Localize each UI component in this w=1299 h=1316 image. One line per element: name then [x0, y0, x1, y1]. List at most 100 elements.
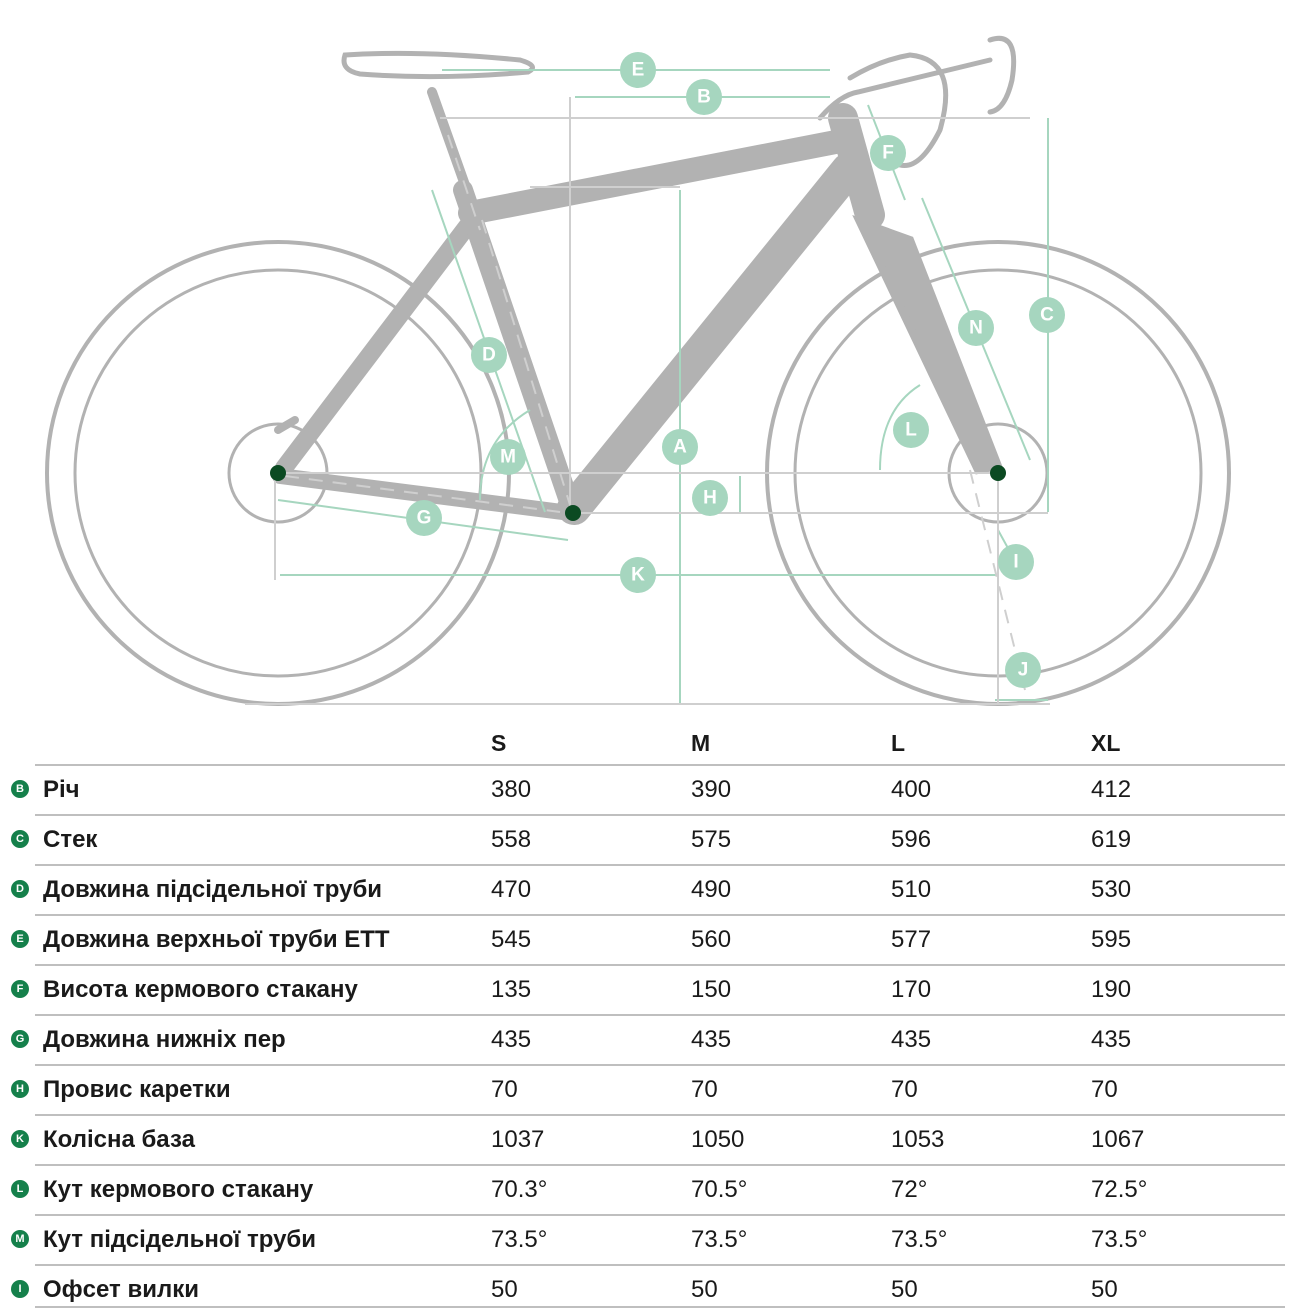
table-row-bb-drop: H Провис каретки 70 70 70 70: [0, 1064, 1299, 1114]
row-marker: D: [11, 880, 29, 898]
badge-n: N: [958, 310, 994, 346]
table-row-effective-top-tube: E Довжина верхньої труби ETT 545 560 577…: [0, 914, 1299, 964]
svg-text:A: A: [673, 437, 687, 458]
badge-f: F: [870, 135, 906, 171]
cell-m: 390: [691, 776, 732, 803]
row-marker: C: [11, 830, 29, 848]
svg-text:L: L: [905, 420, 917, 441]
bike-geometry-diagram: E B F C N D L A M H G I K J: [45, 36, 1231, 706]
cell-s: 470: [491, 876, 532, 903]
row-marker: K: [11, 1130, 29, 1148]
badge-e: E: [620, 52, 656, 88]
svg-text:B: B: [697, 87, 711, 108]
cell-xl: 70: [1091, 1076, 1118, 1103]
badge-k: K: [620, 557, 656, 593]
cell-m: 70: [691, 1076, 718, 1103]
row-label: Провис каретки: [43, 1076, 231, 1103]
cell-m: 575: [691, 826, 732, 853]
cell-s: 50: [491, 1276, 518, 1303]
cell-l: 70: [891, 1076, 918, 1103]
badge-j: J: [1005, 652, 1041, 688]
table-row-seat-tube-angle: M Кут підсідельної труби 73.5° 73.5° 73.…: [0, 1214, 1299, 1264]
row-marker: L: [11, 1180, 29, 1198]
svg-text:J: J: [1018, 660, 1029, 681]
cell-l: 510: [891, 876, 932, 903]
table-row-fork-offset: I Офсет вилки 50 50 50 50: [0, 1264, 1299, 1314]
row-marker: F: [11, 980, 29, 998]
row-marker: I: [11, 1280, 29, 1298]
row-marker: G: [11, 1030, 29, 1048]
badge-g: G: [406, 500, 442, 536]
cell-xl: 73.5°: [1091, 1226, 1148, 1253]
cell-l: 596: [891, 826, 932, 853]
svg-text:N: N: [969, 318, 983, 339]
cell-m: 50: [691, 1276, 718, 1303]
cell-s: 1037: [491, 1126, 545, 1153]
cell-l: 435: [891, 1026, 932, 1053]
row-label: Колісна база: [43, 1126, 195, 1153]
table-bottom-rule: [35, 1306, 1285, 1308]
cell-xl: 595: [1091, 926, 1132, 953]
badge-m: M: [490, 439, 526, 475]
cell-xl: 1067: [1091, 1126, 1145, 1153]
cell-s: 558: [491, 826, 532, 853]
badge-l: L: [893, 412, 929, 448]
row-label: Кут кермового стакану: [43, 1176, 314, 1203]
row-marker: E: [11, 930, 29, 948]
cell-m: 435: [691, 1026, 732, 1053]
svg-text:H: H: [703, 488, 717, 509]
cell-m: 70.5°: [691, 1176, 748, 1203]
cell-xl: 190: [1091, 976, 1132, 1003]
svg-text:I: I: [1013, 552, 1018, 573]
cell-xl: 412: [1091, 776, 1132, 803]
size-header-s: S: [491, 730, 507, 756]
svg-text:K: K: [631, 565, 645, 586]
row-label: Висота кермового стакану: [43, 976, 358, 1003]
badge-h: H: [692, 480, 728, 516]
svg-text:F: F: [882, 143, 894, 164]
cell-xl: 435: [1091, 1026, 1132, 1053]
table-row-seat-tube-length: D Довжина підсідельної труби 470 490 510…: [0, 864, 1299, 914]
front-axle-dot: [990, 465, 1006, 481]
cell-xl: 530: [1091, 876, 1132, 903]
cell-m: 560: [691, 926, 732, 953]
cell-s: 70: [491, 1076, 518, 1103]
row-marker: B: [11, 780, 29, 798]
cell-l: 400: [891, 776, 932, 803]
size-header-m: M: [691, 730, 711, 756]
cell-xl: 50: [1091, 1276, 1118, 1303]
row-label: Довжина нижніх пер: [43, 1026, 286, 1053]
bike-frame: [272, 36, 1017, 525]
row-label: Довжина підсідельної труби: [43, 876, 383, 903]
cell-xl: 72.5°: [1091, 1176, 1148, 1203]
badge-c: C: [1029, 297, 1065, 333]
badge-b: B: [686, 79, 722, 115]
rear-axle-dot: [270, 465, 286, 481]
row-label: Кут підсідельної труби: [43, 1226, 316, 1253]
table-row-chainstay-length: G Довжина нижніх пер 435 435 435 435: [0, 1014, 1299, 1064]
cell-s: 70.3°: [491, 1176, 548, 1203]
bottom-bracket-dot: [565, 505, 581, 521]
cell-l: 73.5°: [891, 1226, 948, 1253]
svg-text:D: D: [482, 345, 496, 366]
row-label: Стек: [43, 826, 98, 853]
cell-m: 73.5°: [691, 1226, 748, 1253]
cell-s: 435: [491, 1026, 532, 1053]
svg-text:C: C: [1040, 305, 1054, 326]
badge-i: I: [998, 544, 1034, 580]
cell-l: 50: [891, 1276, 918, 1303]
cell-m: 490: [691, 876, 732, 903]
badge-d: D: [471, 337, 507, 373]
svg-text:G: G: [417, 508, 432, 529]
cell-m: 1050: [691, 1126, 745, 1153]
badge-a: A: [662, 429, 698, 465]
svg-text:E: E: [632, 60, 645, 81]
table-row-reach: B Річ 380 390 400 412: [0, 764, 1299, 814]
row-marker: H: [11, 1080, 29, 1098]
cell-m: 150: [691, 976, 732, 1003]
reference-lines: [245, 97, 1050, 705]
cell-s: 135: [491, 976, 532, 1003]
cell-s: 545: [491, 926, 532, 953]
size-header-xl: XL: [1091, 730, 1121, 756]
cell-s: 380: [491, 776, 532, 803]
